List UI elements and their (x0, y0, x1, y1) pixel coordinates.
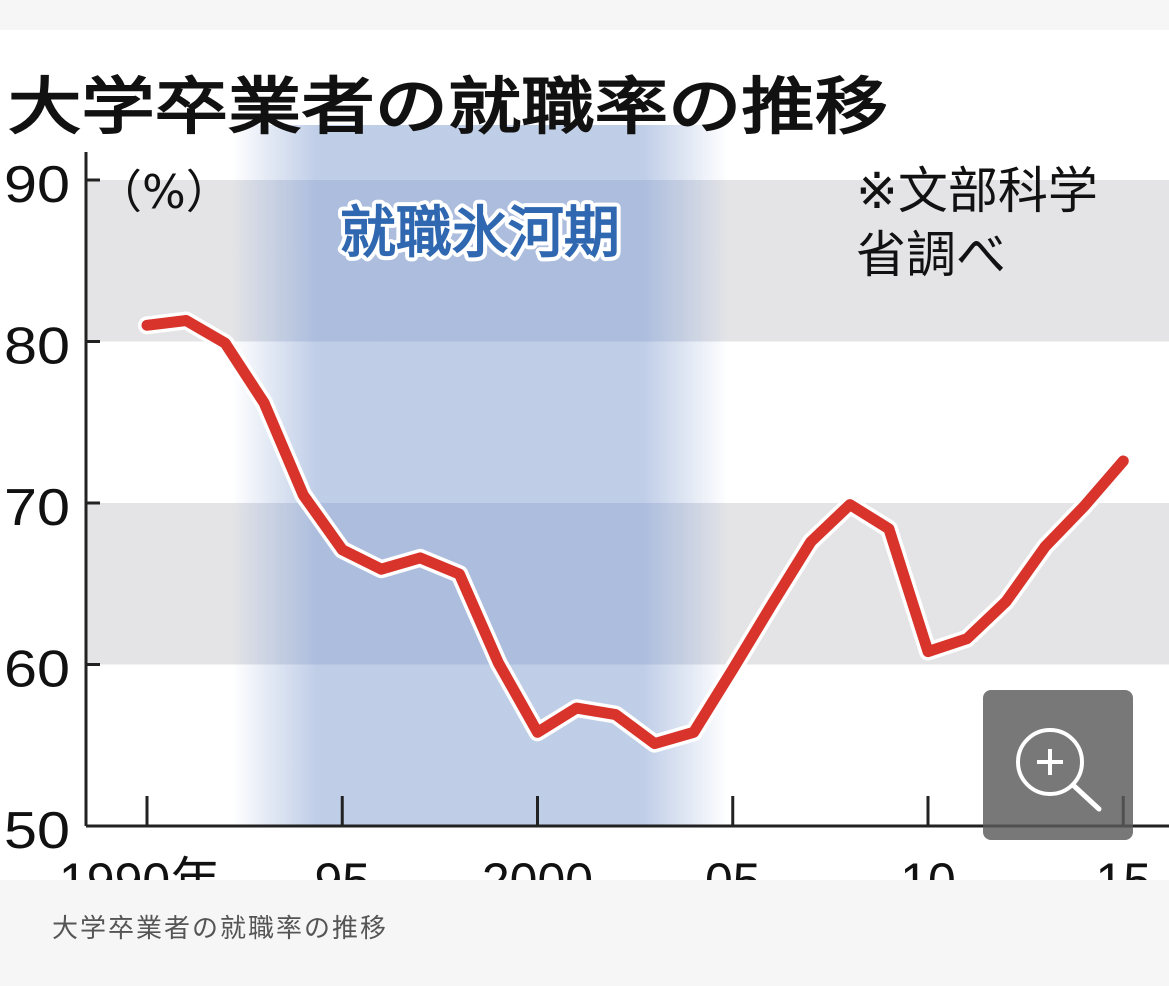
zoom-in-icon (1016, 728, 1102, 812)
data-point (575, 707, 578, 710)
shaded-period-label: 就職氷河期 (340, 201, 620, 266)
chart-title: 大学卒業者の就職率の推移 (8, 70, 888, 143)
data-point (497, 661, 500, 664)
data-point (185, 319, 188, 322)
data-point (809, 540, 812, 543)
data-point (1044, 545, 1047, 548)
x-tick-label: 2000 (482, 853, 593, 880)
y-tick-label: 50 (4, 802, 70, 860)
data-point (614, 713, 617, 716)
y-tick-label: 70 (4, 479, 70, 537)
data-point (848, 503, 851, 506)
data-point (966, 637, 969, 640)
x-tick-label: 95 (314, 853, 370, 880)
source-note: 省調べ (856, 226, 1006, 284)
data-point (419, 556, 422, 559)
data-point (1122, 460, 1125, 463)
data-point (263, 401, 266, 404)
line-chart: 50 60 70 80 90 1990年 95 2000 05 10 15 大学卒業者の就職率の推移 （… (4, 70, 1169, 880)
y-tick-label: 60 (4, 641, 70, 699)
y-tick-label: 80 (4, 318, 70, 376)
x-tick-label: 05 (705, 853, 761, 880)
data-point (927, 650, 929, 653)
data-point (380, 568, 383, 571)
data-point (302, 493, 305, 496)
y-tick-label: 90 (4, 156, 70, 214)
data-point (770, 603, 773, 606)
x-tick-label: 15 (1095, 853, 1151, 880)
source-note: ※文部科学 (856, 162, 1098, 220)
data-point (536, 731, 539, 734)
series-line (141, 315, 1129, 750)
y-unit-label: （%） (96, 165, 232, 219)
shaded-period-overlap (232, 180, 728, 342)
data-point (692, 731, 695, 734)
data-point (653, 742, 656, 745)
figure-caption: 大学卒業者の就職率の推移 (52, 914, 389, 944)
data-point (458, 573, 461, 576)
data-point (731, 668, 734, 671)
x-tick-label: 10 (900, 853, 956, 880)
data-point (224, 342, 227, 345)
shaded-period-label-outline: 就職氷河期 (340, 201, 620, 266)
data-point (146, 324, 148, 327)
zoom-button[interactable] (983, 690, 1133, 840)
data-point (1083, 505, 1086, 508)
data-point (1005, 600, 1008, 603)
x-tick-label: 1990年 (59, 853, 220, 880)
data-point (341, 548, 344, 551)
chart-figure: 50 60 70 80 90 1990年 95 2000 05 10 15 大学卒業者の就職率の推移 （… (0, 30, 1169, 880)
data-point (887, 527, 890, 530)
